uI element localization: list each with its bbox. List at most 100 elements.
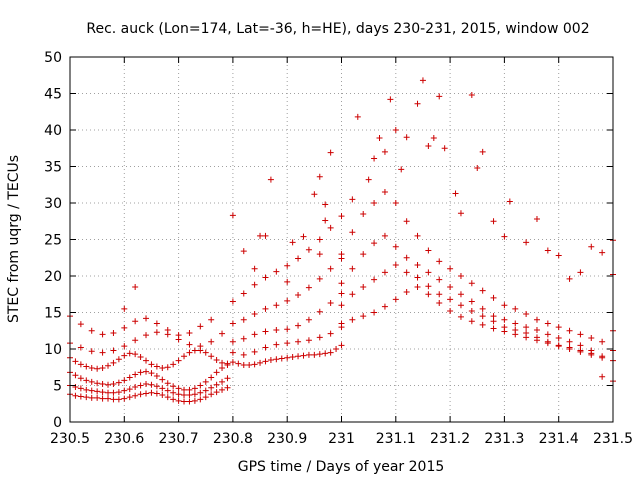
data-point	[338, 213, 345, 220]
data-point	[360, 313, 367, 320]
data-point	[371, 155, 378, 162]
x-tick-label: 230.9	[267, 431, 307, 447]
data-point	[436, 276, 443, 283]
data-point	[479, 321, 486, 328]
data-point	[208, 338, 215, 345]
data-point	[311, 191, 318, 198]
data-point	[208, 391, 215, 398]
data-point	[468, 318, 475, 325]
data-point	[99, 389, 106, 396]
data-point	[365, 176, 372, 183]
data-point	[224, 384, 231, 391]
data-point	[305, 316, 312, 323]
data-point	[419, 77, 426, 84]
data-point	[284, 354, 291, 361]
data-point	[425, 143, 432, 150]
data-point	[186, 329, 193, 336]
data-point	[468, 91, 475, 98]
data-point	[77, 393, 84, 400]
data-point	[322, 350, 329, 357]
data-point	[72, 383, 79, 390]
data-point	[533, 316, 540, 323]
data-point	[121, 324, 128, 331]
data-point	[240, 290, 247, 297]
data-point	[240, 335, 247, 342]
data-point	[349, 196, 356, 203]
data-point	[371, 276, 378, 283]
data-point	[457, 313, 464, 320]
data-point	[316, 251, 323, 258]
data-point	[262, 358, 269, 365]
data-point	[126, 350, 133, 357]
data-point	[164, 380, 171, 387]
data-point	[392, 296, 399, 303]
data-point	[137, 382, 144, 389]
data-point	[284, 326, 291, 333]
data-point	[153, 329, 160, 336]
x-tick-label: 231	[328, 431, 355, 447]
data-point	[219, 364, 226, 371]
data-point	[436, 291, 443, 298]
data-point	[414, 262, 421, 269]
data-point	[392, 200, 399, 206]
data-point	[240, 316, 247, 323]
data-point	[392, 262, 399, 269]
data-point	[447, 283, 454, 290]
data-point	[208, 384, 215, 391]
x-tick-label: 231.3	[484, 431, 524, 447]
data-point	[414, 232, 421, 239]
data-point	[501, 233, 508, 240]
data-point	[414, 100, 421, 107]
data-point	[566, 344, 573, 351]
data-point	[126, 394, 133, 401]
data-point	[110, 396, 117, 403]
data-point	[240, 248, 247, 255]
data-point	[72, 358, 79, 365]
data-point	[577, 342, 584, 349]
data-point	[479, 305, 486, 312]
data-point	[181, 386, 188, 393]
data-point	[202, 378, 209, 385]
data-point	[186, 398, 193, 405]
data-point	[175, 391, 182, 398]
data-point	[289, 239, 296, 246]
data-point	[213, 381, 220, 388]
data-point	[371, 240, 378, 247]
y-tick-label: 5	[53, 379, 62, 395]
data-point	[316, 308, 323, 315]
data-point	[148, 361, 155, 368]
data-point	[533, 334, 540, 341]
data-point	[115, 389, 122, 396]
data-point	[186, 349, 193, 356]
data-point	[577, 347, 584, 354]
data-point	[121, 343, 128, 350]
data-point	[251, 348, 258, 355]
data-point	[219, 378, 226, 385]
data-point	[72, 372, 79, 379]
data-point	[273, 302, 280, 309]
data-point	[262, 328, 269, 335]
data-point	[229, 212, 236, 219]
data-point	[523, 329, 530, 336]
data-point	[501, 324, 508, 331]
data-point	[414, 274, 421, 281]
data-point	[115, 356, 122, 363]
data-point	[105, 381, 112, 388]
data-point	[338, 290, 345, 297]
data-point	[457, 291, 464, 298]
data-point	[197, 382, 204, 389]
data-point	[251, 331, 258, 338]
data-point	[224, 375, 231, 382]
data-point	[229, 298, 236, 305]
data-point	[72, 392, 79, 399]
data-point	[267, 356, 274, 363]
data-point	[132, 283, 139, 290]
data-point	[251, 281, 258, 288]
data-point	[392, 127, 399, 133]
data-point	[229, 338, 236, 345]
data-point	[555, 252, 562, 259]
data-point	[143, 315, 150, 322]
data-point	[143, 368, 150, 375]
chart-title: Rec. auck (Lon=174, Lat=-36, h=HE), days…	[86, 21, 589, 37]
data-point	[262, 232, 269, 239]
